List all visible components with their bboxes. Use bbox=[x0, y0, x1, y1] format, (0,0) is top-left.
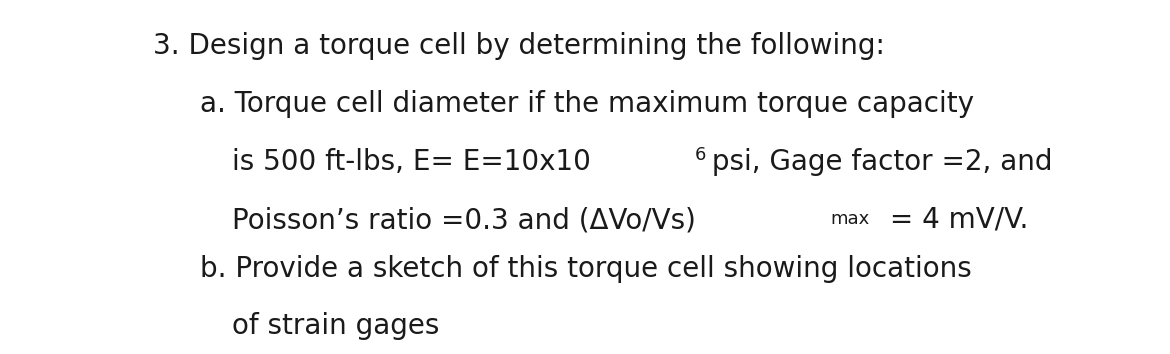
Text: of strain gages: of strain gages bbox=[232, 312, 440, 340]
Text: psi, Gage factor =2, and: psi, Gage factor =2, and bbox=[703, 148, 1053, 176]
Text: max: max bbox=[831, 210, 869, 228]
Text: max: max bbox=[831, 210, 869, 228]
Text: b. Provide a sketch of this torque cell showing locations: b. Provide a sketch of this torque cell … bbox=[200, 255, 972, 283]
Text: a. Torque cell diameter if the maximum torque capacity: a. Torque cell diameter if the maximum t… bbox=[200, 90, 973, 118]
Text: Poisson’s ratio =0.3 and (ΔVo/Vs): Poisson’s ratio =0.3 and (ΔVo/Vs) bbox=[232, 206, 696, 234]
Text: = 4 mV/V.: = 4 mV/V. bbox=[881, 206, 1028, 234]
Text: 6: 6 bbox=[695, 146, 707, 164]
Text: 3. Design a torque cell by determining the following:: 3. Design a torque cell by determining t… bbox=[153, 32, 885, 60]
Text: is 500 ft-lbs, E= E=10x10: is 500 ft-lbs, E= E=10x10 bbox=[232, 148, 591, 176]
